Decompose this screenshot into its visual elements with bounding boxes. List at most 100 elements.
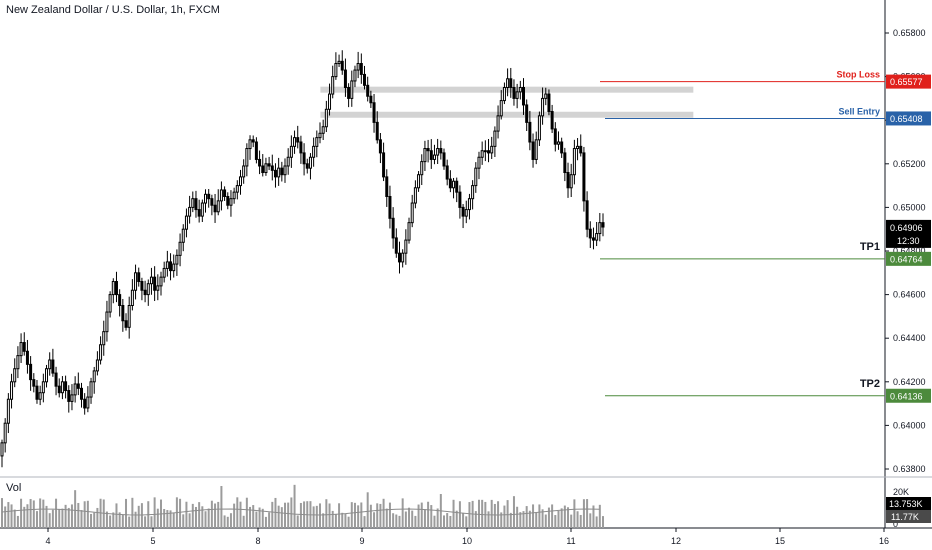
candle-body[interactable] xyxy=(118,294,122,307)
candle-body[interactable] xyxy=(121,305,125,322)
candle-body[interactable] xyxy=(156,285,160,291)
candle-body[interactable] xyxy=(235,185,239,193)
candle-body[interactable] xyxy=(111,281,115,296)
candle-body[interactable] xyxy=(445,165,449,180)
candle-body[interactable] xyxy=(328,93,332,110)
candle-body[interactable] xyxy=(461,206,465,217)
candle-body[interactable] xyxy=(595,233,599,241)
candle-body[interactable] xyxy=(474,167,478,187)
candle-body[interactable] xyxy=(518,87,522,93)
candle-body[interactable] xyxy=(487,150,491,154)
candle-body[interactable] xyxy=(223,189,227,198)
candle-body[interactable] xyxy=(38,392,42,400)
candle-body[interactable] xyxy=(140,281,144,291)
candle-body[interactable] xyxy=(442,152,446,167)
candle-body[interactable] xyxy=(572,148,576,176)
candle-body[interactable] xyxy=(324,108,328,128)
candle-body[interactable] xyxy=(19,342,23,357)
candle-body[interactable] xyxy=(340,60,344,71)
candle-body[interactable] xyxy=(496,115,500,132)
candle-body[interactable] xyxy=(302,152,306,165)
candle-body[interactable] xyxy=(506,78,510,88)
candle-body[interactable] xyxy=(490,145,494,154)
candle-body[interactable] xyxy=(477,156,481,169)
candle-body[interactable] xyxy=(534,139,538,160)
candle-body[interactable] xyxy=(102,331,106,346)
candle-body[interactable] xyxy=(544,93,548,99)
candle-body[interactable] xyxy=(79,387,83,400)
candle-body[interactable] xyxy=(334,63,338,78)
candle-body[interactable] xyxy=(563,152,567,174)
candle-body[interactable] xyxy=(401,252,405,263)
candle-body[interactable] xyxy=(25,350,29,365)
candle-body[interactable] xyxy=(305,163,309,169)
candle-body[interactable] xyxy=(197,209,201,217)
candle-body[interactable] xyxy=(467,198,471,211)
candle-body[interactable] xyxy=(175,254,179,265)
candle-body[interactable] xyxy=(432,154,436,160)
candle-body[interactable] xyxy=(92,370,96,383)
candle-body[interactable] xyxy=(537,115,541,141)
candle-body[interactable] xyxy=(41,381,45,394)
candle-body[interactable] xyxy=(6,398,10,424)
candle-body[interactable] xyxy=(99,344,103,361)
candle-body[interactable] xyxy=(143,289,147,296)
candle-body[interactable] xyxy=(512,87,516,99)
candle-body[interactable] xyxy=(194,198,198,211)
candle-body[interactable] xyxy=(471,185,475,200)
candle-body[interactable] xyxy=(429,150,433,160)
candle-body[interactable] xyxy=(528,121,532,143)
candle-body[interactable] xyxy=(556,141,560,145)
candle-body[interactable] xyxy=(404,239,408,254)
candle-body[interactable] xyxy=(191,198,195,208)
candle-body[interactable] xyxy=(64,381,68,392)
candle-body[interactable] xyxy=(525,104,529,123)
candle-body[interactable] xyxy=(452,180,456,189)
candle-body[interactable] xyxy=(353,69,357,82)
candle-body[interactable] xyxy=(86,396,90,409)
candle-body[interactable] xyxy=(178,241,182,256)
candle-body[interactable] xyxy=(210,198,214,206)
candle-body[interactable] xyxy=(378,139,382,154)
candle-body[interactable] xyxy=(242,165,246,178)
candle-body[interactable] xyxy=(16,355,20,370)
candle-body[interactable] xyxy=(165,261,169,269)
candle-body[interactable] xyxy=(480,150,484,158)
candle-body[interactable] xyxy=(67,390,71,402)
candle-body[interactable] xyxy=(515,91,519,99)
candle-body[interactable] xyxy=(588,228,592,239)
candle-body[interactable] xyxy=(591,237,595,241)
candle-body[interactable] xyxy=(582,152,586,202)
candle-body[interactable] xyxy=(436,148,440,156)
candle-body[interactable] xyxy=(601,222,605,228)
candle-body[interactable] xyxy=(45,368,49,383)
candle-body[interactable] xyxy=(22,342,26,352)
candle-body[interactable] xyxy=(114,281,118,296)
candle-body[interactable] xyxy=(48,359,52,370)
candle-body[interactable] xyxy=(226,196,230,206)
candle-body[interactable] xyxy=(264,163,268,174)
candle-body[interactable] xyxy=(464,209,468,217)
candle-body[interactable] xyxy=(531,141,535,160)
candle-body[interactable] xyxy=(318,132,322,139)
candle-body[interactable] xyxy=(29,363,33,381)
candle-body[interactable] xyxy=(363,73,367,86)
candle-body[interactable] xyxy=(413,187,417,204)
candle-body[interactable] xyxy=(388,196,392,219)
candle-body[interactable] xyxy=(337,60,341,65)
candle-body[interactable] xyxy=(35,385,39,400)
candle-body[interactable] xyxy=(57,385,61,394)
candle-body[interactable] xyxy=(343,69,347,88)
candle-body[interactable] xyxy=(134,272,138,291)
candle-body[interactable] xyxy=(283,165,287,176)
candle-body[interactable] xyxy=(169,261,173,272)
candle-body[interactable] xyxy=(137,272,141,283)
candle-body[interactable] xyxy=(369,95,373,104)
candle-body[interactable] xyxy=(10,381,14,400)
candle-body[interactable] xyxy=(213,204,217,213)
candle-body[interactable] xyxy=(407,222,411,241)
candle-body[interactable] xyxy=(458,191,462,208)
candle-body[interactable] xyxy=(293,137,297,147)
candle-body[interactable] xyxy=(153,276,157,291)
candle-body[interactable] xyxy=(286,156,290,167)
